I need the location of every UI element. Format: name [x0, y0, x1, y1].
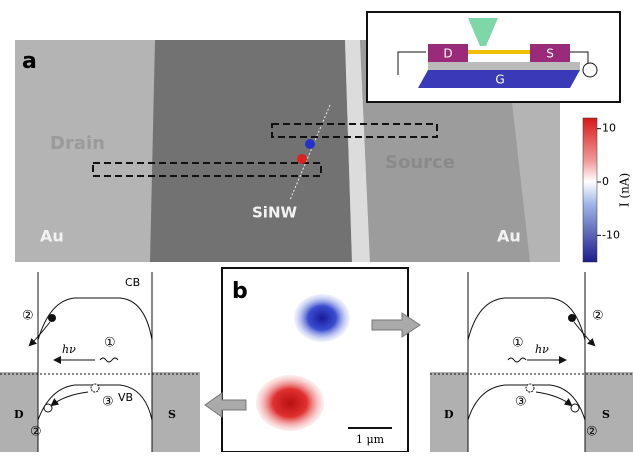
label: Source	[385, 152, 455, 173]
inset-label: S	[546, 47, 554, 61]
oxide	[428, 62, 580, 70]
band-label: CB	[125, 276, 140, 289]
source-meter	[583, 63, 597, 77]
label: SiNW	[252, 204, 297, 222]
electron	[568, 314, 576, 322]
band-diagram-left: CB VB hν D S ① ② ② ③	[0, 272, 200, 452]
tick-label: 10	[602, 122, 616, 135]
step-label: ③	[102, 395, 114, 410]
step-label: ②	[22, 309, 34, 324]
band-label: VB	[118, 391, 133, 404]
tick-label: 0	[602, 175, 609, 188]
step-label: ②	[586, 425, 598, 440]
scale-label: 1 μm	[356, 433, 385, 446]
colorbar: I (nA) 10 0 -10	[583, 118, 632, 262]
colorbar-scale	[583, 118, 597, 262]
hole	[526, 384, 534, 392]
colorbar-label: I (nA)	[618, 173, 632, 207]
arrow	[52, 392, 88, 405]
step-label: ①	[104, 336, 116, 351]
contact-label: D	[14, 408, 24, 421]
contact-label: S	[168, 408, 176, 421]
figure: a Drain Source SiNW Au Au D S G I (nA) 1…	[0, 0, 633, 452]
arrow	[536, 392, 571, 405]
hole-spot	[305, 139, 315, 149]
inset-label: D	[443, 47, 452, 61]
contact	[152, 372, 200, 452]
inset-label: G	[495, 73, 504, 87]
cb-curve	[468, 298, 585, 340]
nanowire	[468, 50, 530, 54]
label: Drain	[50, 133, 105, 154]
contact-label: S	[602, 408, 610, 421]
step-label: ②	[30, 425, 42, 440]
hole	[44, 404, 52, 412]
panel-label: b	[232, 279, 248, 304]
arrow	[30, 322, 50, 345]
photon-wave	[100, 358, 118, 362]
panel-b: 1 μm b	[205, 268, 420, 452]
electron-map	[256, 375, 324, 431]
hole	[91, 384, 99, 392]
step-label: ①	[512, 336, 524, 351]
inset: D S G	[367, 12, 620, 102]
contact-label: D	[444, 408, 454, 421]
label: Au	[40, 227, 64, 246]
band-diagram-right: hν D S ① ② ② ③	[430, 272, 633, 452]
electron	[48, 314, 56, 322]
electron-spot	[297, 154, 307, 164]
photon-label: hν	[535, 343, 549, 356]
tick-label: -10	[602, 228, 620, 241]
channel	[150, 40, 352, 262]
label: Au	[497, 227, 521, 246]
arrow	[574, 322, 594, 345]
hole-map	[294, 294, 350, 342]
panel-label: a	[22, 49, 37, 74]
hole	[571, 404, 579, 412]
step-label: ②	[592, 309, 604, 324]
photon-wave	[508, 358, 526, 362]
step-label: ③	[515, 395, 527, 410]
photon-label: hν	[62, 343, 76, 356]
